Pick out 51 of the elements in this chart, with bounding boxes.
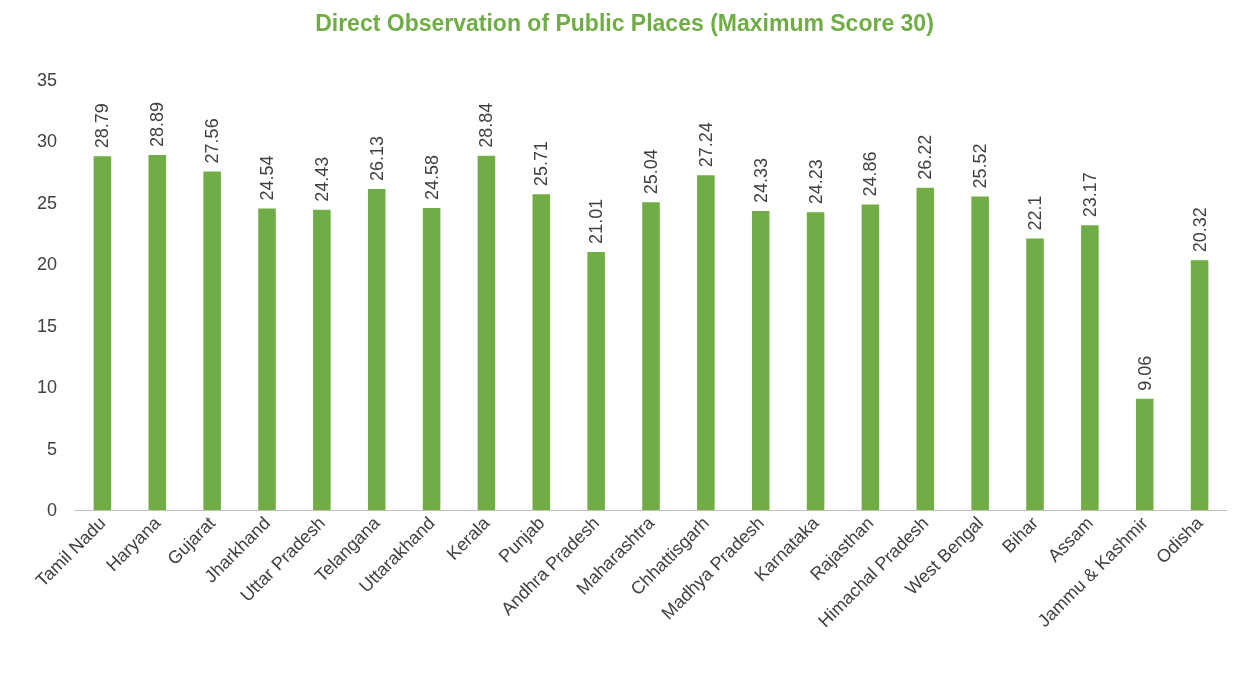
bar: [313, 209, 331, 510]
bar: [477, 155, 496, 510]
bar: [1190, 260, 1209, 510]
y-tick-label: 10: [36, 377, 57, 398]
data-label: 21.01: [586, 198, 607, 244]
y-tick-label: 35: [36, 70, 57, 90]
y-tick-label: 0: [46, 500, 57, 520]
data-label: 24.23: [805, 159, 826, 205]
bar: [93, 156, 112, 510]
data-label: 23.17: [1079, 172, 1100, 218]
data-label: 24.54: [257, 155, 277, 201]
bar: [697, 175, 715, 510]
chart-title: Direct Observation of Public Places (Maximum Score 30): [315, 9, 934, 36]
bar: [642, 202, 660, 510]
bar: [971, 196, 989, 510]
data-label: 27.24: [695, 122, 716, 168]
bar: [367, 188, 386, 510]
y-tick-label: 30: [36, 131, 57, 152]
bar: [148, 155, 167, 510]
data-label: 28.84: [476, 102, 497, 148]
bar: [587, 251, 605, 510]
bar: [422, 208, 441, 510]
bar: [1026, 238, 1044, 510]
bar: [203, 171, 221, 510]
y-tick-label: 20: [36, 254, 57, 275]
bar: [806, 212, 825, 510]
data-label: 25.04: [641, 149, 661, 195]
data-label: 28.89: [147, 102, 168, 148]
bar: [258, 208, 276, 510]
bar: [861, 204, 880, 510]
data-label: 24.58: [421, 154, 442, 201]
data-label: 9.06: [1134, 355, 1155, 391]
bar: [751, 211, 770, 510]
data-label: 25.71: [531, 141, 552, 187]
bar: [1135, 398, 1154, 510]
data-label: 26.13: [366, 135, 387, 181]
data-label: 28.79: [92, 103, 113, 149]
data-label: 24.43: [311, 156, 332, 202]
data-label: 20.32: [1189, 207, 1210, 253]
bar: [532, 194, 551, 510]
data-label: 25.52: [970, 143, 991, 189]
y-tick-label: 25: [36, 192, 57, 213]
bar: [916, 187, 935, 510]
data-label: 27.56: [202, 118, 223, 164]
y-tick-label: 15: [36, 315, 57, 336]
data-label: 24.86: [860, 151, 881, 197]
bar: [1081, 225, 1099, 510]
data-label: 24.33: [750, 158, 771, 204]
data-label: 26.22: [915, 134, 936, 180]
data-label: 22.1: [1025, 195, 1045, 231]
y-tick-label: 5: [46, 438, 57, 459]
